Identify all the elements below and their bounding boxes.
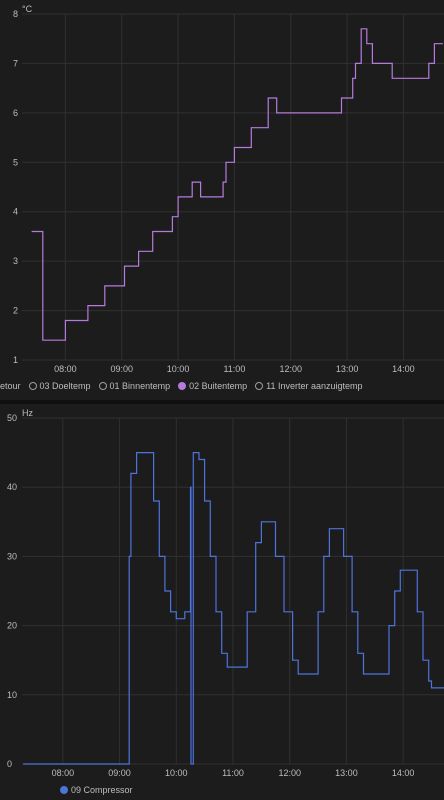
compressor-chart: 0 10 20 30 40 50 08:00 09:00 10:00 11:00 12:00 13:…: [7, 408, 444, 778]
y-tick-label: 6: [13, 108, 18, 118]
legend-dot-icon: [178, 382, 187, 390]
series-line: [31, 28, 443, 341]
compressor-legend: 09 Compressor: [60, 785, 141, 795]
legend-dot-icon: [60, 786, 68, 794]
legend-item[interactable]: 02 Buitentemp: [178, 381, 247, 391]
y-tick-label: 1: [13, 355, 18, 365]
x-tick-label: 12:00: [278, 768, 301, 778]
y-tick-label: 2: [13, 306, 18, 316]
x-tick-label: 09:00: [110, 364, 133, 374]
legend-item[interactable]: 09 Compressor: [60, 785, 133, 795]
legend-label: 09 Compressor: [71, 785, 133, 795]
legend-dot-icon: [28, 382, 37, 390]
legend-label: 03 Doeltemp: [39, 381, 91, 391]
legend-item[interactable]: 01 Binnentemp: [98, 381, 171, 391]
legend-item[interactable]: 03 Doeltemp: [28, 381, 91, 391]
legend-label: 01 Binnentemp: [109, 381, 171, 391]
x-tick-label: 09:00: [108, 768, 131, 778]
temperature-unit-label: °C: [22, 4, 33, 14]
x-tick-label: 11:00: [223, 364, 245, 374]
x-tick-label: 10:00: [167, 364, 190, 374]
y-tick-label: 50: [7, 413, 17, 423]
temperature-chart: 1 2 3 4 5 6 7 8 08:00 09:00 10:00 11:00 12:00 13:00 1…: [13, 4, 444, 374]
y-tick-label: 3: [13, 256, 18, 266]
outdoor-temperature-chart-panel: 1 2 3 4 5 6 7 8 08:00 09:00 10:00 11:00 12:00 13:00 1…: [0, 4, 444, 391]
compressor-y-ticks: 0 10 20 30 40 50: [7, 413, 17, 769]
compressor-x-ticks: 08:00 09:00 10:00 11:00 12:00 13:00 14:00: [52, 768, 415, 778]
legend-item[interactable]: etour: [0, 381, 21, 391]
panel-separator: [0, 400, 444, 404]
y-tick-label: 8: [13, 9, 18, 19]
x-tick-label: 12:00: [279, 364, 302, 374]
y-tick-label: 5: [13, 157, 18, 167]
y-tick-label: 10: [7, 690, 17, 700]
x-tick-label: 10:00: [165, 768, 188, 778]
y-tick-label: 7: [13, 58, 18, 68]
y-tick-label: 4: [13, 207, 18, 217]
x-tick-label: 08:00: [54, 364, 77, 374]
legend-item[interactable]: 11 Inverter aanzuigtemp: [255, 381, 363, 391]
legend-label: 11 Inverter aanzuigtemp: [266, 381, 363, 391]
x-tick-label: 14:00: [392, 364, 415, 374]
x-tick-label: 11:00: [222, 768, 244, 778]
compressor-grid: [22, 417, 444, 765]
temperature-series: [31, 28, 443, 341]
y-tick-label: 0: [7, 759, 12, 769]
temperature-legend: etour 03 Doeltemp 01 Binnentemp 02 Buitente…: [0, 381, 371, 391]
compressor-unit-label: Hz: [22, 408, 33, 418]
x-tick-label: 13:00: [335, 768, 358, 778]
legend-dot-icon: [255, 382, 264, 390]
x-tick-label: 14:00: [392, 768, 415, 778]
y-tick-label: 20: [7, 621, 17, 631]
x-tick-label: 13:00: [336, 364, 359, 374]
y-tick-label: 30: [7, 551, 17, 561]
legend-label: 02 Buitentemp: [189, 381, 248, 391]
temperature-y-ticks: 1 2 3 4 5 6 7 8: [13, 9, 18, 365]
temperature-grid: [22, 13, 444, 361]
compressor-chart-panel: 0 10 20 30 40 50 08:00 09:00 10:00 11:00 12:00 13:…: [0, 404, 444, 800]
series-line: [23, 452, 444, 765]
x-tick-label: 08:00: [52, 768, 75, 778]
y-tick-label: 40: [7, 482, 17, 492]
legend-label: etour: [0, 381, 21, 391]
compressor-series: [23, 452, 444, 765]
temperature-x-ticks: 08:00 09:00 10:00 11:00 12:00 13:00 14:00: [54, 364, 415, 374]
legend-dot-icon: [98, 382, 107, 390]
